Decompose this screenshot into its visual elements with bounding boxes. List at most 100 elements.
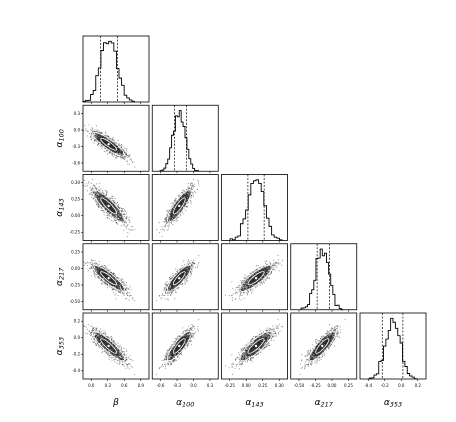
sample-point (173, 214, 175, 216)
sample-point (113, 146, 115, 148)
y-tick-label: -0.25 (70, 230, 81, 235)
sample-point (91, 130, 93, 132)
sample-point (109, 152, 111, 154)
sample-point (198, 183, 200, 185)
sample-point (167, 228, 169, 230)
sample-point (115, 144, 117, 146)
sample-point (114, 146, 116, 149)
sample-point (190, 188, 192, 190)
sample-point (188, 187, 191, 189)
sample-point (105, 192, 107, 194)
sample-point (123, 224, 125, 227)
sample-point (132, 225, 134, 227)
y-tick-label: 0.3 (74, 111, 81, 116)
sample-point (127, 218, 130, 220)
sample-point (126, 236, 128, 238)
sample-point (114, 202, 116, 204)
sample-point (106, 206, 108, 208)
sample-point (96, 197, 98, 199)
sample-point (125, 217, 127, 219)
sample-point (91, 259, 93, 262)
sample-point (164, 218, 166, 220)
sample-point (167, 212, 169, 214)
sample-point (89, 262, 91, 264)
sample-point (84, 179, 86, 181)
sample-point (187, 197, 189, 199)
sample-point (172, 215, 174, 217)
sample-point (114, 148, 116, 151)
sample-point (102, 210, 104, 212)
sample-point (98, 186, 100, 188)
sample-point (164, 217, 167, 219)
sample-point (118, 215, 120, 217)
sample-point (89, 129, 91, 131)
sample-point (186, 201, 188, 203)
sample-point (123, 209, 126, 211)
sample-point (122, 279, 124, 281)
sample-point (103, 214, 105, 216)
sample-point (106, 287, 108, 289)
sample-point (112, 210, 114, 212)
sample-point (177, 200, 179, 203)
sample-point (96, 187, 98, 189)
sample-point (190, 197, 192, 199)
sample-point (190, 187, 192, 189)
sample-point (104, 190, 106, 192)
sample-point (108, 152, 110, 154)
sample-point (126, 228, 128, 230)
sample-point (85, 183, 87, 185)
sample-point (122, 208, 124, 210)
sample-point (172, 214, 174, 216)
sample-point (115, 155, 117, 157)
sample-point (107, 217, 109, 219)
sample-point (104, 207, 106, 209)
density-contour (172, 197, 186, 215)
sample-point (118, 150, 120, 152)
sample-point (174, 219, 176, 221)
sample-point (118, 216, 120, 218)
sample-point (101, 147, 103, 149)
sample-point (111, 150, 113, 152)
sample-point (191, 185, 193, 187)
sample-point (115, 207, 117, 210)
histogram-step (82, 40, 135, 102)
sample-point (114, 211, 116, 213)
sample-point (167, 225, 169, 227)
sample-point (111, 206, 113, 208)
sample-point (126, 212, 128, 214)
sample-point (109, 149, 111, 151)
sample-point (114, 154, 116, 156)
sample-point (169, 219, 171, 221)
sample-point (183, 199, 185, 202)
sample-point (118, 213, 120, 215)
sample-point (175, 220, 177, 222)
sample-point (171, 209, 173, 211)
sample-point (176, 219, 178, 221)
sample-point (169, 215, 171, 217)
sample-point (97, 135, 100, 137)
sample-point (111, 152, 113, 154)
sample-point (182, 198, 184, 200)
sample-point (115, 215, 117, 217)
sample-point (93, 198, 95, 200)
sample-point (111, 138, 113, 140)
sample-point (120, 207, 122, 210)
sample-point (97, 136, 99, 138)
sample-point (191, 189, 193, 191)
sample-point (98, 138, 100, 140)
histogram-step (229, 179, 283, 241)
sample-point (98, 197, 100, 199)
sample-point (129, 286, 131, 288)
sample-point (96, 191, 98, 193)
panel-frame (82, 104, 150, 172)
sample-point (187, 193, 189, 195)
sample-point (173, 199, 175, 201)
sample-point (123, 158, 125, 160)
sample-point (126, 216, 128, 218)
sample-point (90, 190, 92, 192)
sample-point (94, 194, 97, 196)
sample-point (185, 200, 188, 202)
scatter-points (83, 124, 136, 168)
sample-point (96, 137, 98, 140)
sample-point (172, 202, 174, 204)
